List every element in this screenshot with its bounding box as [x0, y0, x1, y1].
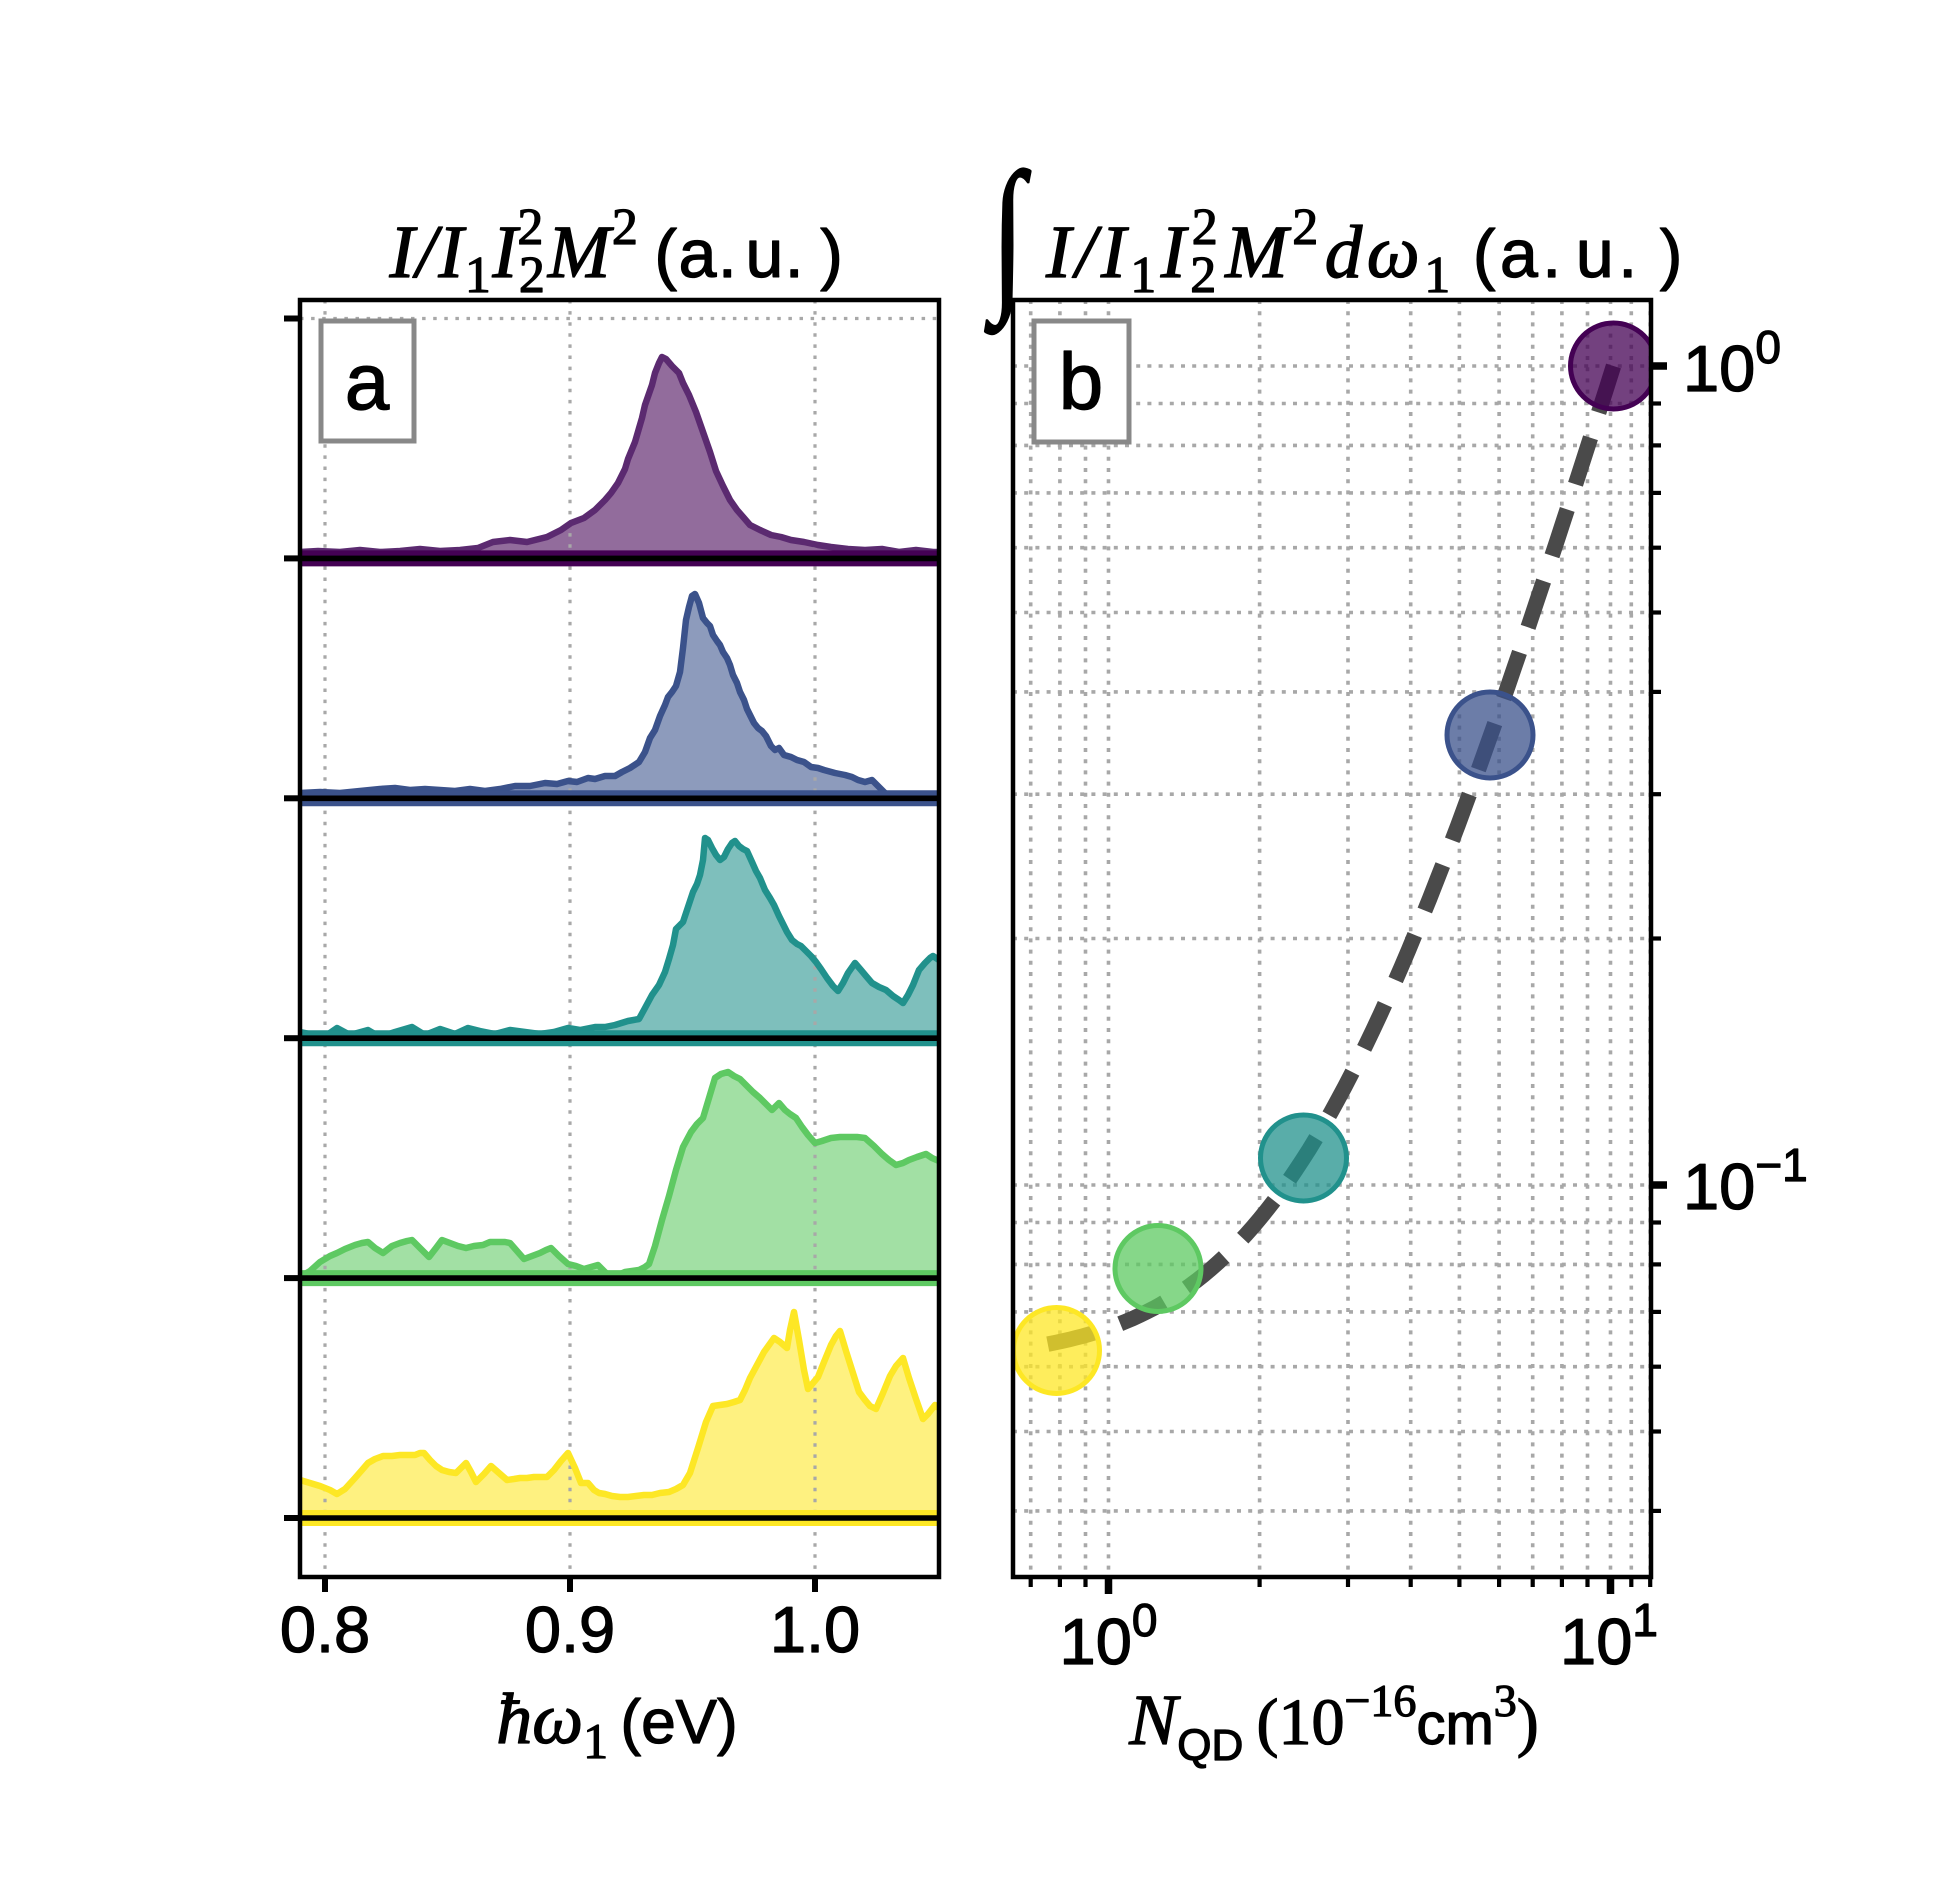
svg-text:a: a [345, 337, 390, 426]
svg-text:1.0: 1.0 [770, 1593, 860, 1666]
svg-text:I/I1I22M2dω1 (a. u. ): I/I1I22M2dω1 (a. u. ) [1045, 199, 1687, 304]
svg-text:101: 101 [1560, 1594, 1658, 1678]
svg-text:10−1: 10−1 [1683, 1139, 1808, 1223]
svg-text:∫: ∫ [984, 138, 1031, 335]
svg-text:0.8: 0.8 [280, 1593, 370, 1666]
svg-text:NQD (10−16cm3): NQD (10−16cm3) [1128, 1675, 1539, 1770]
svg-text:I/I1I22M2 (a. u. ): I/I1I22M2 (a. u. ) [389, 199, 845, 304]
svg-text:ħω1 (eV): ħω1 (eV) [496, 1679, 737, 1769]
svg-text:0.9: 0.9 [525, 1593, 615, 1666]
svg-text:b: b [1059, 337, 1104, 426]
